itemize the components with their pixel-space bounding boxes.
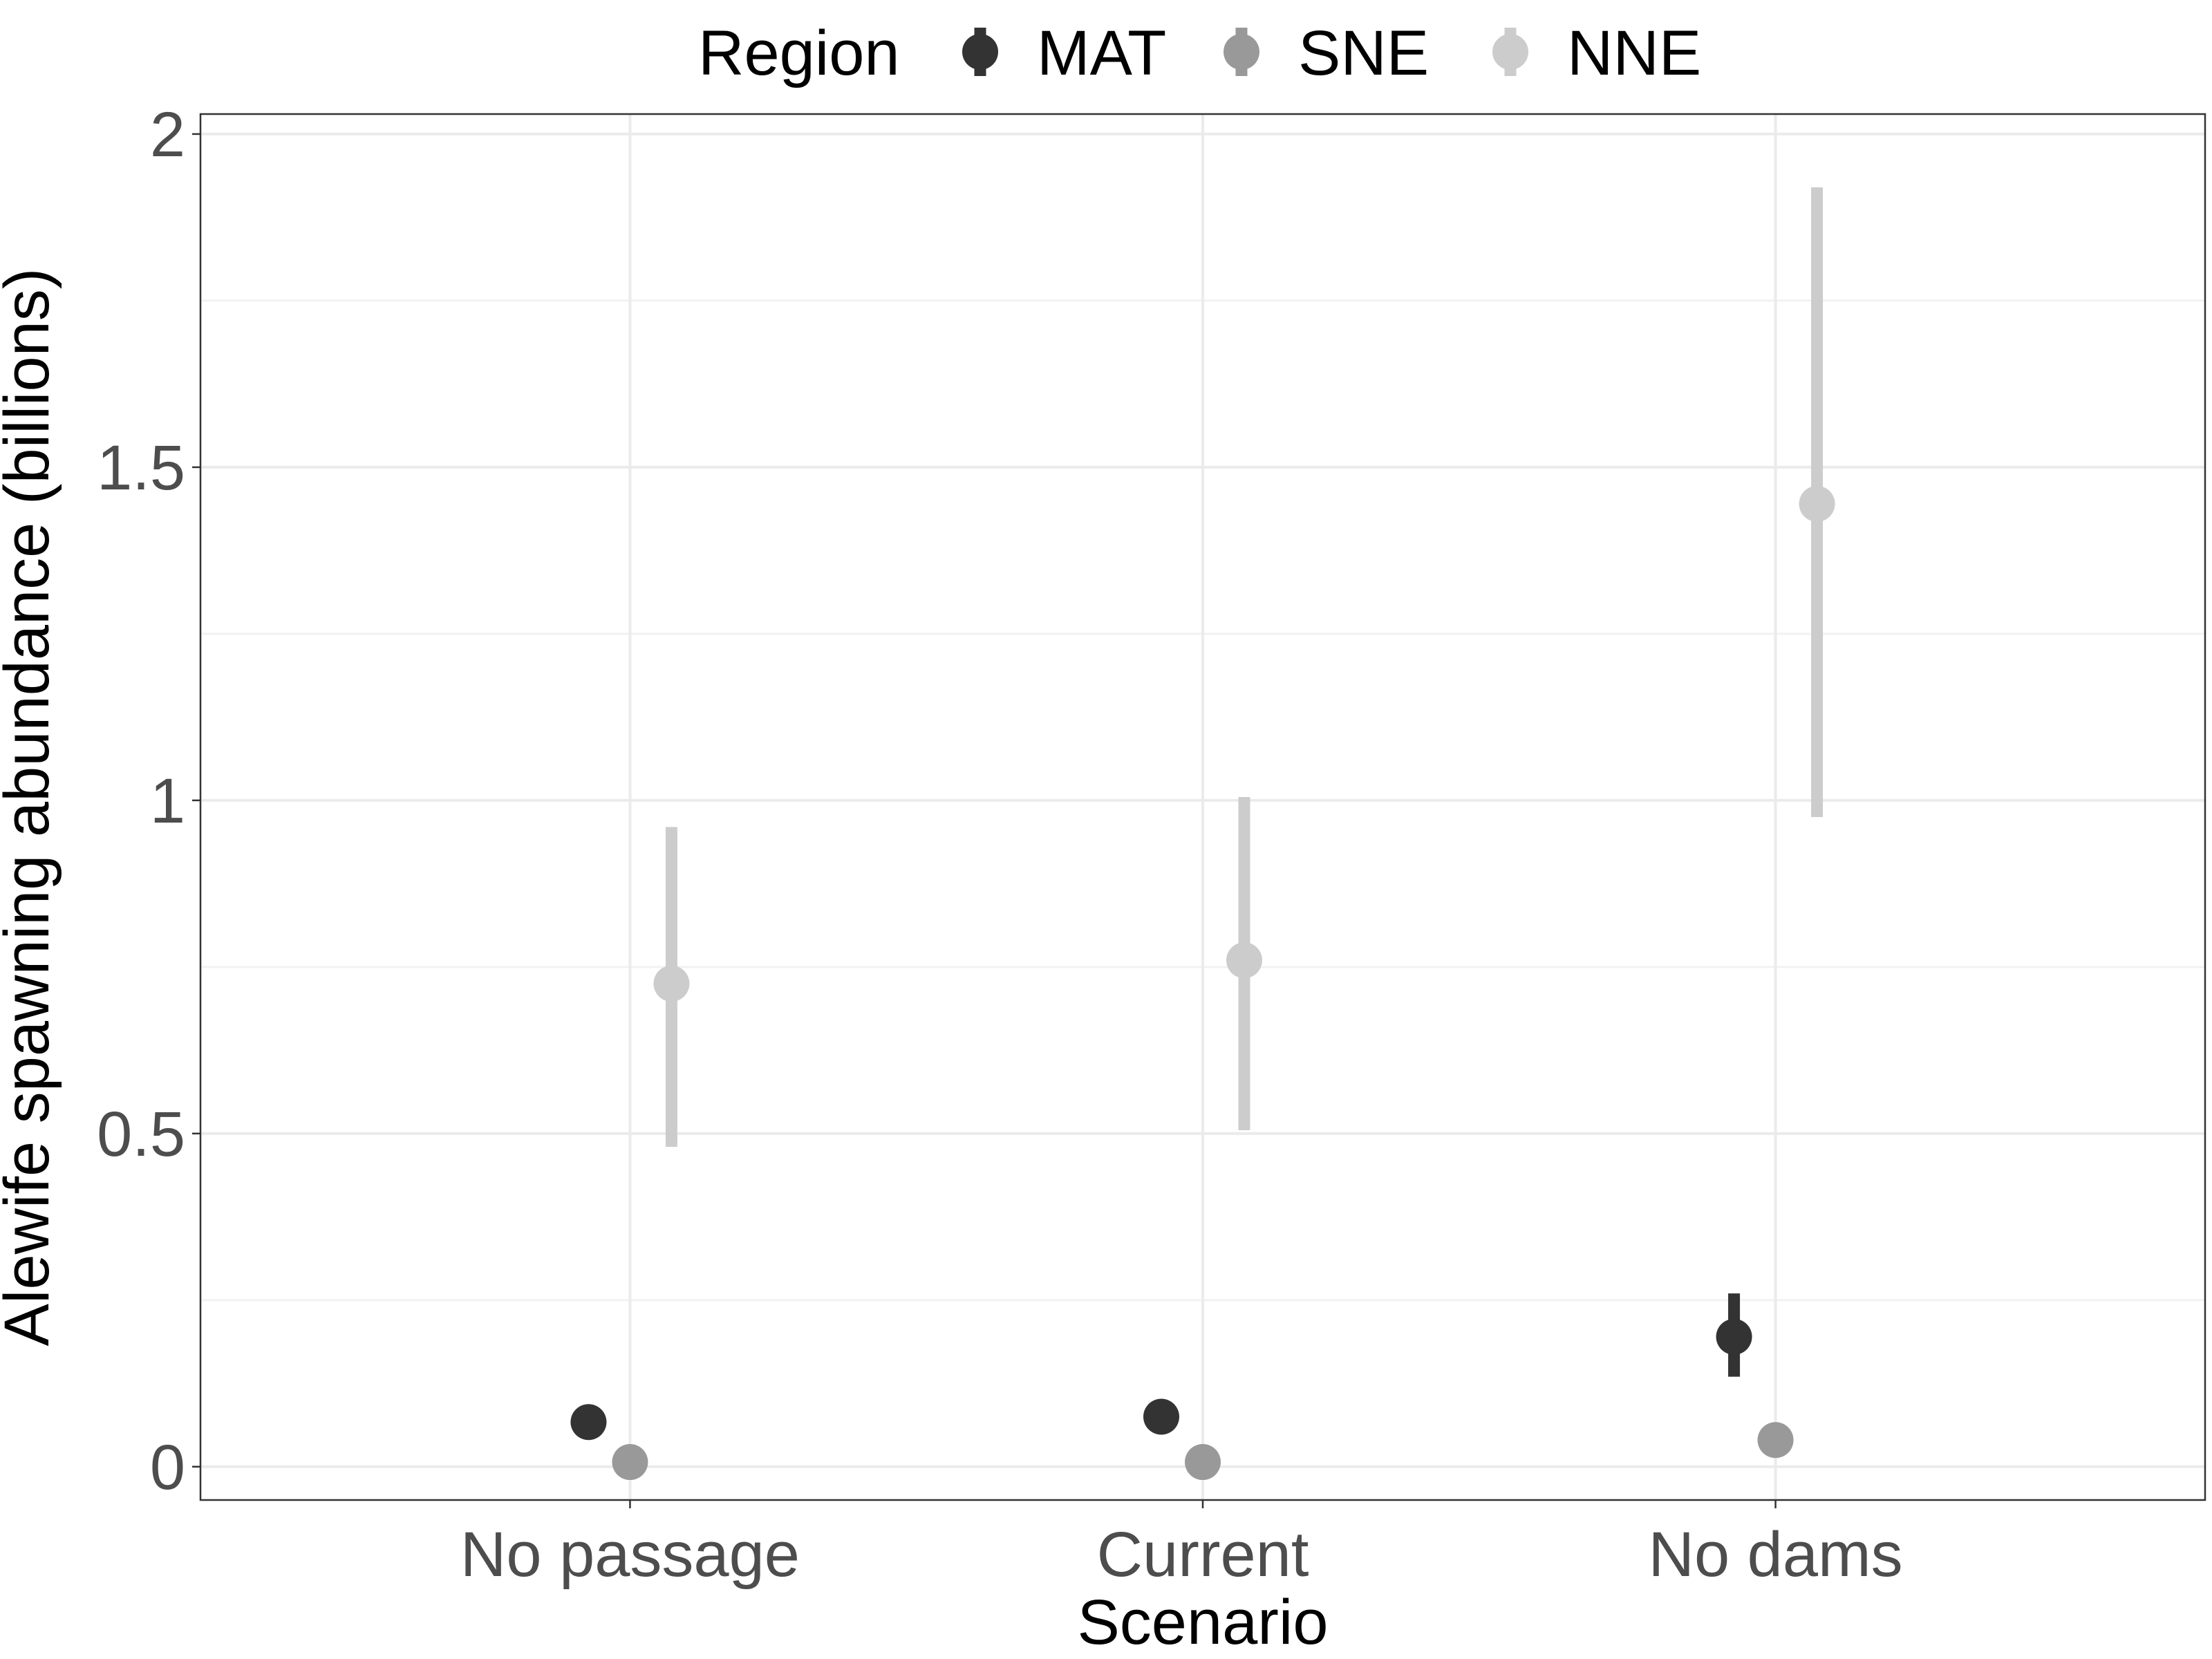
legend: Region MAT SNE NNE [698,18,1701,88]
x-tick-label: No dams [1649,1519,1903,1590]
data-point [653,965,690,1002]
data-marks [570,187,1835,1481]
y-tick-label: 0 [150,1432,185,1503]
data-point [570,1404,607,1441]
data-point [1185,1444,1221,1481]
series-sne [612,1422,1794,1481]
data-point [1799,485,1835,522]
y-axis: 0 0.5 1 1.5 2 [97,100,200,1503]
grid [200,114,2205,1500]
x-tick-label: Current [1097,1519,1309,1590]
legend-key-point [1224,34,1259,70]
legend-item-nne: NNE [1492,18,1701,88]
legend-label: NNE [1567,18,1701,88]
data-point [1757,1422,1794,1459]
legend-label: MAT [1037,18,1166,88]
legend-label: SNE [1298,18,1429,88]
y-tick-label: 1.5 [97,433,185,503]
x-tick-label: No passage [460,1519,800,1590]
series-nne [653,187,1835,1147]
data-point [1716,1318,1752,1355]
data-point [612,1444,648,1481]
legend-key-point [1492,34,1528,70]
legend-title: Region [698,18,900,88]
series-mat [570,1293,1752,1441]
legend-item-sne: SNE [1224,18,1429,88]
y-tick-label: 0.5 [97,1099,185,1170]
x-axis-title: Scenario [1077,1587,1328,1658]
data-point [1226,942,1262,979]
legend-key-point [962,34,998,70]
legend-item-mat: MAT [962,18,1166,88]
y-axis-title: Alewife spawning abundance (billions) [0,268,62,1347]
x-axis: No passage Current No dams [460,1500,1903,1590]
y-tick-label: 1 [150,766,185,836]
y-tick-label: 2 [150,100,185,170]
data-point [1143,1398,1179,1435]
